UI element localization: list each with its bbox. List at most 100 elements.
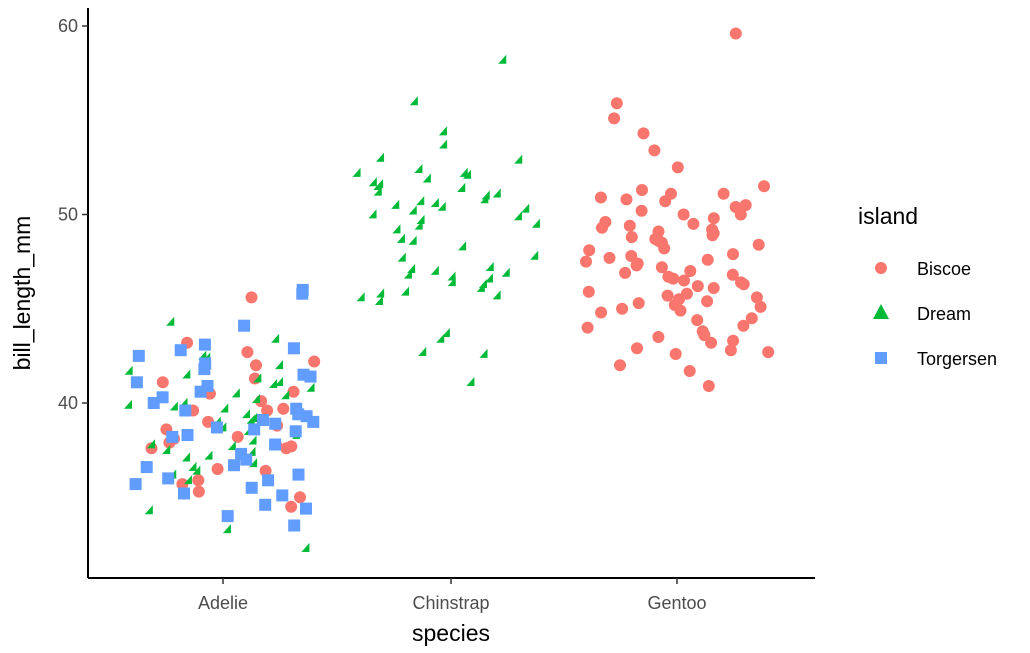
data-point-dream-45: [514, 154, 523, 164]
data-point-biscoe-0: [245, 291, 258, 304]
data-point-dream-47: [352, 167, 361, 177]
data-point-biscoe-32: [608, 112, 621, 125]
data-point-dream-36: [301, 542, 310, 552]
data-point-dream-76: [484, 273, 493, 283]
data-point-biscoe-79: [632, 297, 645, 310]
data-point-torgersen-27: [240, 453, 253, 466]
data-point-dream-37: [251, 394, 260, 404]
legend-key-dream: [873, 304, 889, 319]
data-point-biscoe-35: [671, 161, 684, 174]
data-point-dream-80: [401, 286, 410, 296]
data-point-torgersen-29: [140, 461, 153, 474]
data-point-dream-73: [501, 267, 510, 277]
data-point-biscoe-98: [702, 380, 715, 392]
data-point-dream-35: [222, 524, 231, 534]
data-point-biscoe-46: [707, 212, 720, 225]
data-point-biscoe-38: [717, 187, 730, 200]
data-point-biscoe-59: [583, 244, 596, 257]
data-point-torgersen-38: [221, 510, 234, 523]
data-point-dream-18: [246, 414, 255, 424]
data-point-dream-54: [492, 188, 501, 198]
data-point-dream-53: [373, 186, 382, 196]
data-point-dream-61: [408, 205, 417, 215]
legend-title: island: [858, 203, 918, 229]
data-point-torgersen-31: [262, 474, 275, 487]
data-point-dream-1: [271, 333, 280, 343]
data-point-biscoe-31: [610, 97, 623, 110]
legend: island Biscoe Dream Torgersen: [858, 203, 997, 369]
data-point-biscoe-96: [614, 359, 626, 372]
data-point-biscoe-63: [580, 255, 592, 268]
data-point-biscoe-91: [705, 336, 718, 349]
y-axis-title: bill_length_mm: [9, 216, 35, 371]
y-tick-label-50: 50: [58, 205, 78, 225]
data-point-biscoe-68: [726, 268, 739, 281]
data-point-biscoe-3: [308, 355, 321, 368]
data-point-biscoe-76: [661, 289, 674, 302]
data-point-torgersen-24: [181, 429, 194, 441]
data-point-biscoe-41: [739, 199, 752, 212]
data-point-dream-69: [530, 250, 539, 260]
data-point-torgersen-1: [296, 287, 309, 300]
data-point-biscoe-93: [724, 344, 737, 357]
data-point-biscoe-7: [287, 385, 300, 398]
data-point-dream-23: [147, 439, 156, 449]
data-point-dream-9: [306, 382, 315, 392]
legend-entries: Biscoe Dream Torgersen: [873, 259, 997, 369]
x-tick-label-chinstrap: Chinstrap: [412, 593, 489, 613]
data-point-biscoe-84: [745, 312, 758, 325]
data-point-biscoe-74: [582, 285, 595, 298]
data-point-dream-10: [231, 388, 240, 398]
data-point-dream-5: [182, 369, 191, 379]
data-point-dream-34: [144, 505, 153, 515]
data-point-dream-13: [124, 399, 133, 409]
data-point-biscoe-14: [231, 430, 244, 443]
data-point-dream-15: [220, 403, 229, 413]
legend-key-biscoe: [875, 262, 887, 274]
data-point-dream-40: [498, 54, 507, 64]
data-point-torgersen-39: [288, 519, 301, 532]
data-point-torgersen-4: [287, 342, 300, 355]
data-point-biscoe-44: [677, 208, 690, 221]
data-point-biscoe-97: [683, 365, 696, 377]
data-point-dream-31: [192, 465, 201, 475]
data-point-biscoe-82: [616, 302, 629, 315]
data-point-dream-41: [409, 96, 418, 106]
data-point-dream-62: [368, 209, 377, 219]
data-point-biscoe-36: [758, 180, 770, 193]
data-point-biscoe-25: [192, 485, 205, 498]
data-point-biscoe-26: [294, 491, 306, 504]
data-point-biscoe-45: [734, 208, 747, 221]
data-point-biscoe-9: [277, 402, 290, 415]
data-point-torgersen-19: [307, 415, 320, 428]
data-point-biscoe-23: [192, 474, 205, 487]
data-point-dream-2: [198, 350, 207, 360]
data-point-biscoe-86: [581, 321, 594, 334]
data-point-torgersen-20: [269, 417, 282, 430]
data-point-dream-84: [374, 296, 383, 306]
data-point-dream-66: [392, 224, 401, 234]
data-point-torgersen-25: [269, 438, 282, 451]
data-point-biscoe-99: [737, 278, 750, 291]
data-point-dream-42: [438, 126, 447, 136]
data-point-dream-64: [416, 214, 425, 224]
data-point-dream-60: [521, 203, 530, 213]
data-point-biscoe-49: [596, 221, 608, 234]
data-point-torgersen-41: [147, 397, 160, 409]
data-point-biscoe-78: [701, 295, 714, 308]
data-point-biscoe-89: [652, 331, 665, 343]
x-tick-label-adelie: Adelie: [198, 593, 248, 613]
data-point-dream-82: [492, 290, 501, 300]
data-point-biscoe-4: [250, 359, 262, 372]
data-point-biscoe-100: [684, 265, 697, 277]
data-point-dream-49: [422, 173, 431, 183]
data-point-dream-0: [166, 316, 175, 326]
data-point-torgersen-8: [198, 363, 211, 376]
data-point-biscoe-21: [211, 463, 224, 475]
data-point-dream-52: [373, 181, 382, 191]
data-point-biscoe-106: [662, 270, 675, 283]
data-point-biscoe-66: [655, 261, 668, 274]
data-point-dream-68: [458, 241, 467, 251]
data-point-dream-8: [269, 378, 278, 388]
